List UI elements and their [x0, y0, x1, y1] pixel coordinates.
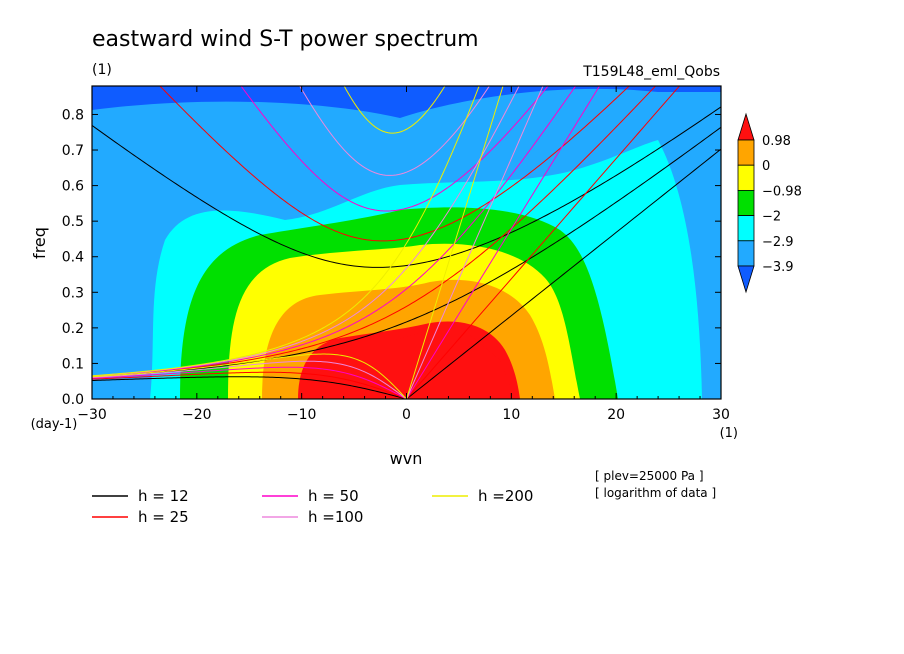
- colorbar-segment: [738, 241, 754, 266]
- y-tick-label: 0.1: [62, 356, 84, 372]
- colorbar-label: −2: [762, 210, 781, 225]
- colorbar-segment: [738, 140, 754, 165]
- y-tick-label: 0.7: [62, 143, 84, 159]
- annotation-plev: [ plev=25000 Pa ]: [595, 469, 704, 483]
- x-tick-label: 10: [502, 407, 520, 423]
- x-tick-label: 30: [712, 407, 730, 423]
- y-tick-label: 0.2: [62, 321, 84, 337]
- x-tick-label: −30: [77, 407, 107, 423]
- colorbar-label: 0.98: [762, 134, 791, 149]
- colorbar-label: −2.9: [762, 235, 794, 250]
- legend-label: h = 50: [308, 487, 359, 505]
- y-tick-label: 0.6: [62, 179, 84, 195]
- colorbar-label: 0: [762, 159, 770, 174]
- y-axis-label: freq: [30, 227, 49, 259]
- experiment-label: T159L48_eml_Qobs: [582, 64, 720, 80]
- x-tick-label: 20: [607, 407, 625, 423]
- legend-label: h = 12: [138, 487, 189, 505]
- y-tick-label: 0.4: [62, 250, 84, 266]
- y-tick-label: 0.0: [62, 392, 84, 408]
- y-unit: (day-1): [31, 417, 78, 432]
- colorbar-arrow-top: [738, 114, 754, 140]
- x-tick-label: 0: [402, 407, 411, 423]
- x-tick-label: −10: [287, 407, 317, 423]
- colorbar-segment: [738, 216, 754, 241]
- legend-label: h = 25: [138, 508, 189, 526]
- colorbar-arrow-bottom: [738, 266, 754, 292]
- x-tick-label: −20: [182, 407, 212, 423]
- y-tick-label: 0.5: [62, 214, 84, 230]
- legend: h = 12 h = 25 h = 50 h =100 h =200: [92, 487, 533, 526]
- legend-label: h =200: [478, 487, 533, 505]
- colorbar-segment: [738, 165, 754, 190]
- title-unit: (1): [92, 62, 112, 78]
- colorbar-label: −3.9: [762, 260, 794, 275]
- y-tick-label: 0.8: [62, 107, 84, 123]
- colorbar-label: −0.98: [762, 184, 802, 199]
- colorbar: 0.98 0 −0.98 −2 −2.9 −3.9: [738, 114, 802, 292]
- y-tick-label: 0.3: [62, 285, 84, 301]
- x-axis-label: wvn: [390, 449, 423, 468]
- chart-title: eastward wind S-T power spectrum: [92, 27, 479, 52]
- annotation-log: [ logarithm of data ]: [595, 486, 716, 500]
- x-unit: (1): [720, 426, 738, 441]
- colorbar-segment: [738, 190, 754, 215]
- legend-label: h =100: [308, 508, 363, 526]
